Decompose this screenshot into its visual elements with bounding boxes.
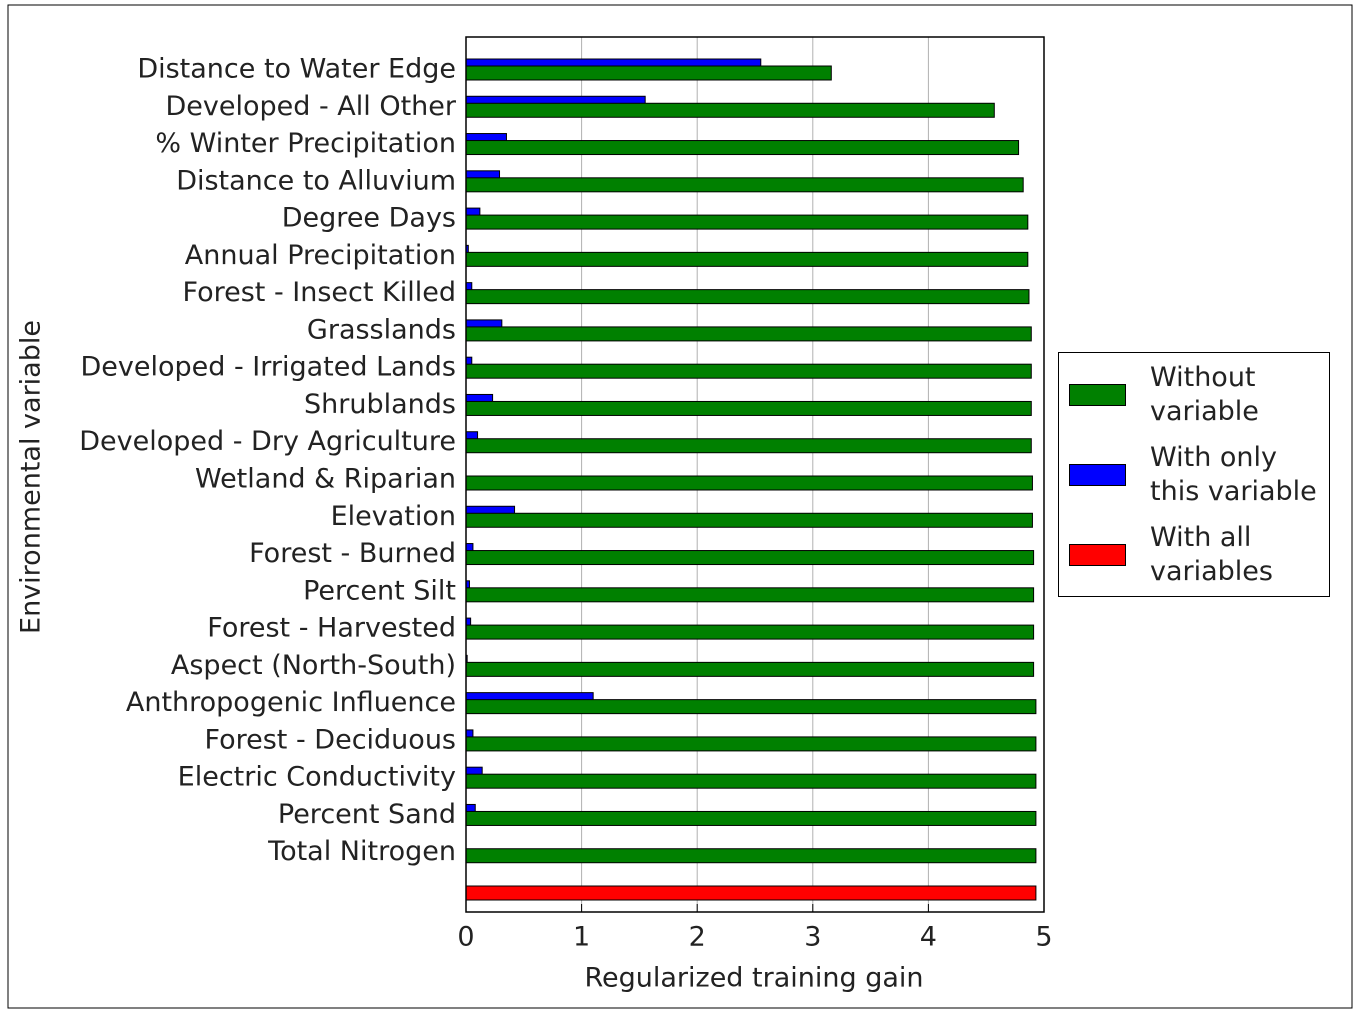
bar (465, 102, 995, 118)
y-axis-label: Environmental variable (16, 320, 47, 634)
legend-item: Without variable (1069, 361, 1330, 429)
x-tick-label: 0 (457, 922, 474, 953)
bar (465, 773, 1037, 789)
bar (465, 177, 1024, 193)
legend-label: With all variables (1150, 522, 1273, 587)
bar (465, 65, 832, 81)
y-tick-label: Forest - Harvested (207, 613, 456, 644)
y-tick-label: Grasslands (307, 314, 456, 345)
y-tick-label: Developed - Dry Agriculture (79, 426, 456, 457)
bar (465, 550, 1035, 566)
bar (465, 512, 1033, 528)
y-tick-label: Forest - Deciduous (205, 724, 456, 755)
bar (465, 438, 1032, 454)
legend-item: With only this variable (1069, 441, 1330, 509)
y-tick-label: Developed - All Other (165, 91, 456, 122)
y-tick-label: Wetland & Riparian (195, 464, 456, 495)
bar (465, 587, 1035, 603)
y-tick-label: Electric Conductivity (178, 762, 456, 793)
y-tick-label: Forest - Burned (249, 538, 456, 569)
x-tick-label: 3 (804, 922, 821, 953)
y-tick-label: Annual Precipitation (185, 240, 456, 271)
legend-swatch (1069, 384, 1126, 406)
x-axis-label: Regularized training gain (584, 963, 923, 994)
bar (465, 400, 1032, 416)
y-tick-label: Aspect (North-South) (171, 650, 456, 681)
y-tick-label: Distance to Water Edge (137, 54, 456, 85)
legend: Without variable With only this variable W… (1058, 352, 1330, 597)
legend-swatch (1069, 544, 1126, 566)
y-tick-label: % Winter Precipitation (155, 128, 456, 159)
y-tick-label: Elevation (331, 501, 456, 532)
bar (465, 848, 1037, 864)
bar (465, 475, 1033, 491)
legend-label: With only this variable (1150, 442, 1317, 507)
legend-label: Without variable (1150, 362, 1259, 427)
y-tick-label: Degree Days (282, 203, 456, 234)
y-tick-label: Developed - Irrigated Lands (80, 352, 456, 383)
legend-swatch (1069, 464, 1126, 486)
y-tick-label: Total Nitrogen (267, 836, 456, 867)
y-tick-label: Distance to Alluvium (176, 165, 456, 196)
legend-item: With all variables (1069, 521, 1330, 589)
bar (465, 699, 1037, 715)
bar (465, 289, 1030, 305)
x-tick-label: 5 (1035, 922, 1052, 953)
y-tick-label: Percent Sand (278, 799, 456, 830)
bar (465, 140, 1020, 156)
x-tick-label: 1 (573, 922, 590, 953)
bar (465, 624, 1035, 640)
x-tick-label: 2 (689, 922, 706, 953)
y-tick-label: Anthropogenic Influence (126, 687, 456, 718)
y-tick-label: Forest - Insect Killed (183, 277, 457, 308)
x-tick-label: 4 (920, 922, 937, 953)
bar (465, 214, 1029, 230)
bar (465, 363, 1032, 379)
bar (465, 251, 1029, 267)
bar (465, 326, 1032, 342)
bar (465, 736, 1037, 752)
bar (465, 661, 1035, 677)
frame (7, 4, 1353, 1009)
bar (465, 885, 1037, 901)
bar (465, 810, 1037, 826)
y-tick-label: Shrublands (304, 389, 456, 420)
plot-border (465, 36, 1045, 913)
y-tick-label: Percent Silt (303, 575, 456, 606)
